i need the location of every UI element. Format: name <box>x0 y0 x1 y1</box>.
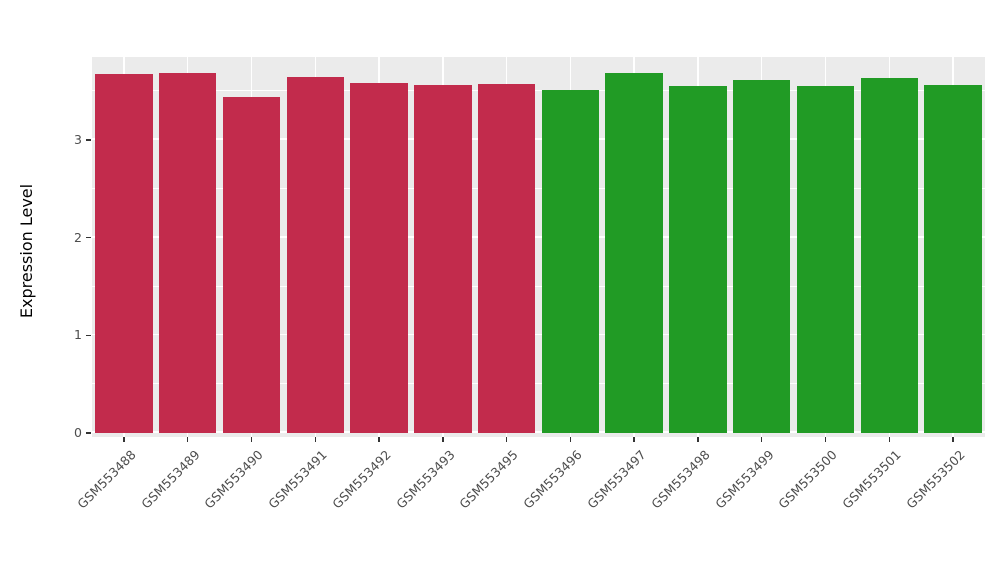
x-tick-label: GSM553497 <box>584 447 649 512</box>
x-tick-label: GSM553499 <box>711 447 777 512</box>
x-tick-mark <box>888 437 890 442</box>
bar-GSM553498 <box>669 86 727 433</box>
x-tick-label: GSM553496 <box>520 447 585 512</box>
bar-GSM553491 <box>286 77 344 433</box>
gridline-minor <box>92 383 985 385</box>
bar-GSM553495 <box>477 84 536 433</box>
x-tick-mark <box>442 437 444 442</box>
gridline-minor <box>92 90 985 92</box>
bar-GSM553496 <box>541 90 600 433</box>
y-tick-mark <box>86 432 91 434</box>
bar-GSM553502 <box>924 85 982 433</box>
x-tick-label: GSM553489 <box>137 447 203 512</box>
bar-GSM553499 <box>733 80 791 433</box>
y-tick-label: 2 <box>74 229 82 245</box>
bar-GSM553501 <box>860 78 919 433</box>
x-tick-mark <box>378 437 380 442</box>
x-tick-mark <box>952 437 954 442</box>
x-tick-label: GSM553502 <box>903 447 968 512</box>
bar-GSM553497 <box>605 72 663 433</box>
bar-GSM553493 <box>414 85 472 433</box>
bar-GSM553489 <box>158 72 217 433</box>
bar-GSM553492 <box>350 83 408 433</box>
gridline-major <box>92 333 985 336</box>
x-tick-label: GSM553491 <box>265 447 330 512</box>
x-tick-mark <box>314 437 316 442</box>
y-tick-label: 3 <box>74 131 82 147</box>
x-tick-label: GSM553493 <box>392 447 458 512</box>
y-tick-mark <box>86 334 91 336</box>
x-tick-label: GSM553488 <box>74 447 139 512</box>
x-tick-mark <box>123 437 125 442</box>
gridline-minor <box>92 285 985 287</box>
bar-GSM553490 <box>222 96 281 433</box>
x-tick-mark <box>633 437 635 442</box>
gridline-major <box>92 236 985 238</box>
x-tick-mark <box>186 437 189 442</box>
x-tick-mark <box>250 437 253 442</box>
y-axis-title: Expression Level <box>17 183 36 319</box>
y-tick-label: 1 <box>74 327 82 343</box>
bar-GSM553488 <box>95 74 153 433</box>
x-tick-label: GSM553492 <box>329 447 394 512</box>
y-tick-mark <box>86 139 91 141</box>
bar-GSM553500 <box>796 86 855 433</box>
x-tick-mark <box>569 437 572 442</box>
x-tick-label: GSM553495 <box>456 447 522 512</box>
gridline-major <box>92 138 985 140</box>
y-tick-mark <box>86 236 91 239</box>
x-tick-label: GSM553500 <box>775 447 841 512</box>
plot-panel <box>92 57 985 437</box>
x-tick-label: GSM553501 <box>839 447 904 512</box>
x-tick-label: GSM553490 <box>201 447 267 512</box>
gridline-major <box>92 431 985 433</box>
x-tick-label: GSM553498 <box>648 447 713 512</box>
x-tick-mark <box>824 437 827 442</box>
x-tick-mark <box>697 437 699 442</box>
x-tick-mark <box>505 437 508 442</box>
y-tick-label: 0 <box>74 425 82 440</box>
gridline-minor <box>92 187 985 189</box>
x-tick-mark <box>761 437 763 442</box>
